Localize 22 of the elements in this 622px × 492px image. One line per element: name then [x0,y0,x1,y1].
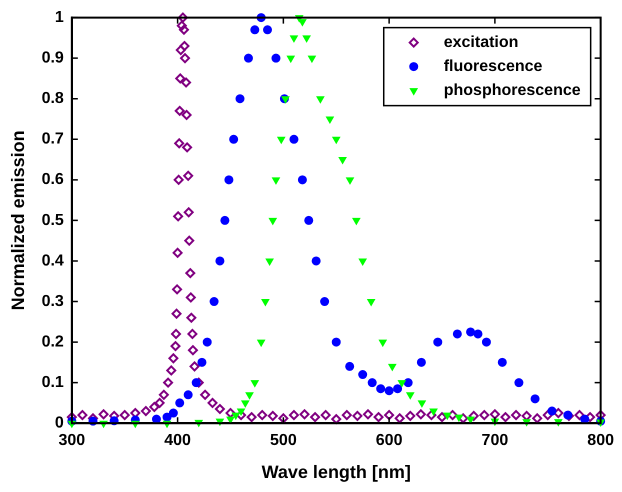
y-tick-label: 0.5 [42,212,64,229]
x-tick-label: 800 [587,432,614,450]
y-tick-label: 0.8 [42,90,64,108]
x-axis-title: Wave length [nm] [262,462,411,482]
y-tick-label: 0.1 [42,374,64,392]
x-tick-label: 500 [270,432,297,450]
y-tick-label: 0.7 [42,130,64,148]
x-tick-label: 600 [376,432,403,450]
x-tick-label: 700 [482,432,508,450]
y-tick-label: 0.3 [42,292,64,310]
y-axis-title: Normalized emission [8,130,28,310]
y-tick-label: 0.2 [42,333,64,350]
legend-label: fluorescence [444,58,543,76]
legend-label: phosphorescence [444,82,581,100]
y-tick-label: 0 [54,414,64,432]
y-tick-label: 0.6 [42,171,64,188]
y-tick-label: 1 [54,9,64,26]
y-tick-label: 0.9 [42,50,64,67]
x-tick-label: 400 [164,432,192,450]
x-tick-label: 300 [58,432,86,450]
y-tick-label: 0.4 [42,252,64,270]
legend-label: excitation [444,34,518,52]
